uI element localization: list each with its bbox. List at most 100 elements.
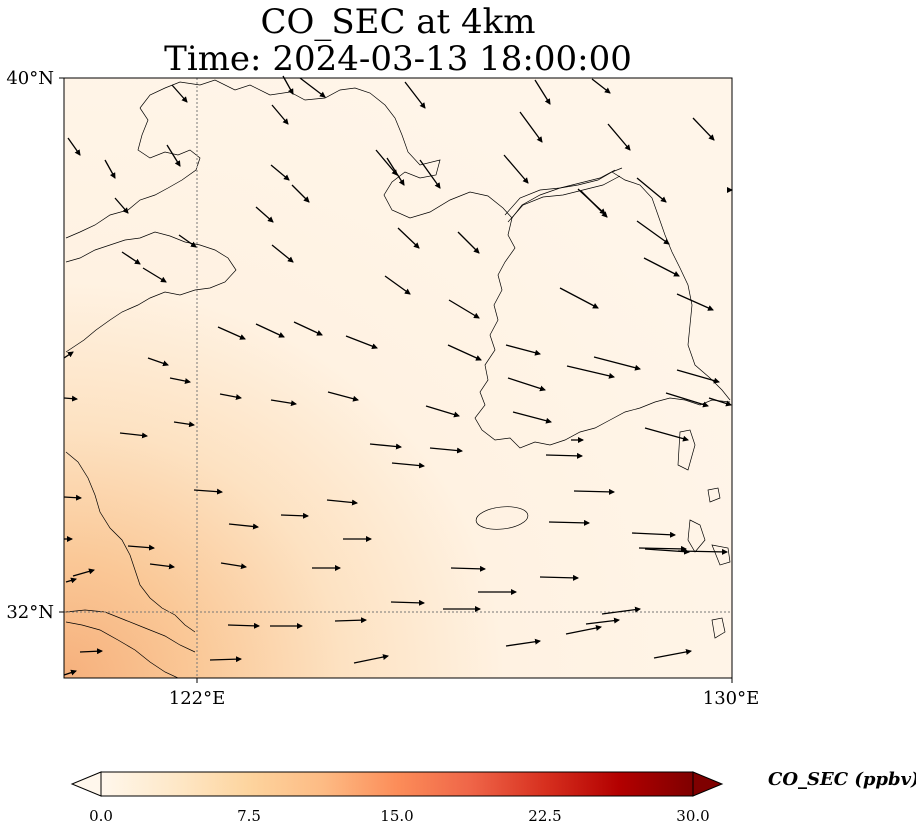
wind-vector-arrow [384,275,411,295]
wind-vector-arrow [79,648,103,655]
colorbar-tick: 30.0 [676,807,709,825]
wind-vector-arrow [565,625,602,635]
wind-vector-arrow [282,75,294,95]
wind-vector-arrow [505,638,541,647]
wind-vector-arrow [375,149,398,176]
colorbar-min-extend [70,771,102,797]
coastline-liaodong-west [65,107,201,239]
wind-vector-arrow [63,494,82,501]
wind-vector-arrow [114,197,129,214]
colorbar-tick: 7.5 [237,807,261,825]
wind-vector-arrow [573,488,615,495]
wind-vector-arrow [63,395,78,402]
lat-tick-40n: 40°N [6,68,54,89]
wind-vector-arrow [450,565,486,572]
wind-vector-arrow [665,392,709,408]
lon-tick-122e: 122°E [169,688,226,709]
wind-vector-arrow [119,432,148,439]
wind-vector-arrow [72,568,95,577]
island-tsushima [677,429,696,471]
coastline-shandong [65,231,237,353]
wind-vector-arrow [104,159,116,179]
wind-vector-arrow [593,356,641,371]
wind-vector-arrow [173,421,195,428]
wind-vector-arrow [507,377,546,392]
wind-vector-arrow [228,523,259,530]
wind-vector-arrow [708,397,732,407]
wind-vector-arrow [270,399,297,407]
wind-vector-arrow [353,654,389,664]
wind-vector-arrow [580,190,608,218]
colorbar-tick: 0.0 [89,807,113,825]
wind-vector-arrow [636,220,670,245]
wind-vector-arrow [369,443,402,450]
wind-vector-arrow [607,123,631,151]
wind-vector-arrow [127,544,155,551]
lat-tick-32n: 32°N [6,602,54,623]
colorbar-gradient [100,771,694,797]
colorbar-tick: 15.0 [380,807,413,825]
wind-vector-arrow [345,335,378,349]
wind-vector-arrow [425,405,460,418]
wind-vector-arrow [677,548,728,555]
colorbar: 0.0 7.5 15.0 22.5 30.0 [70,771,724,825]
wind-vector-arrow [519,111,543,143]
wind-vector-arrow [559,287,599,309]
wind-vector-arrow [209,656,242,663]
wind-vector-arrow [271,244,294,263]
wind-vector-arrow [171,84,188,103]
wind-vector-arrow [391,462,425,469]
colorbar-max-extend [692,771,724,797]
wind-vector-arrow [636,177,667,203]
wind-vector-arrow [169,377,191,384]
jeju-island [475,506,529,530]
coastline-korea-west [474,217,731,449]
wind-vector-arrow [429,447,463,454]
wind-vector-arrow [271,104,289,125]
wind-vector-arrow [676,293,714,311]
wind-vector-arrow [121,251,141,265]
wind-vector-arrow [397,227,420,249]
wind-vector-arrow [334,617,367,624]
yangtze-estuary [65,609,196,653]
wind-vector-arrow [676,369,720,384]
wind-vector-arrow [644,427,689,442]
wind-vector-arrow [166,144,181,167]
lon-tick-130e: 130°E [703,688,760,709]
wind-vector-arrow [67,137,81,156]
wind-vector-arrow [255,206,274,223]
wind-vector-arrow [534,79,551,105]
wind-vector-arrow [631,531,676,538]
wind-vector-arrow [219,393,242,401]
wind-vector-arrow [142,267,167,283]
wind-vector-arrow [692,117,715,141]
wind-vector-arrow [327,391,359,402]
colorbar-label: CO_SEC (ppbv) [768,769,916,790]
wind-vector-arrow [293,321,323,336]
map-title-line2: Time: 2024-03-13 18:00:00 [164,39,632,79]
wind-vector-arrow [505,344,541,356]
wind-vector-arrow [545,452,583,459]
wind-vector-arrow [147,357,169,367]
wind-vector-arrow [291,184,310,203]
colorbar-tick: 22.5 [528,807,561,825]
wind-vector-arrow [638,545,687,552]
wind-vector-arrow [419,159,441,189]
wind-vector-arrow [280,512,309,519]
wind-vector-arrow [299,77,326,98]
wind-vector-arrow [65,577,77,584]
wind-vector-arrow [591,78,611,94]
map-title-line1: CO_SEC at 4km [260,2,536,42]
coastline-japan-islands [687,487,731,639]
wind-vector-arrow [63,669,77,676]
wind-vector-arrow [63,351,74,359]
wind-vector-arrow [566,365,615,379]
wind-vector-arrow [548,519,590,526]
wind-vector-arrow [539,574,579,581]
concentration-field [64,78,732,678]
coastline-jiangsu [65,451,196,633]
wind-vector-arrow [149,563,175,570]
wind-vector-arrow [270,164,290,181]
wind-vector-arrow [326,499,358,506]
wind-vector-arrow [448,299,480,319]
